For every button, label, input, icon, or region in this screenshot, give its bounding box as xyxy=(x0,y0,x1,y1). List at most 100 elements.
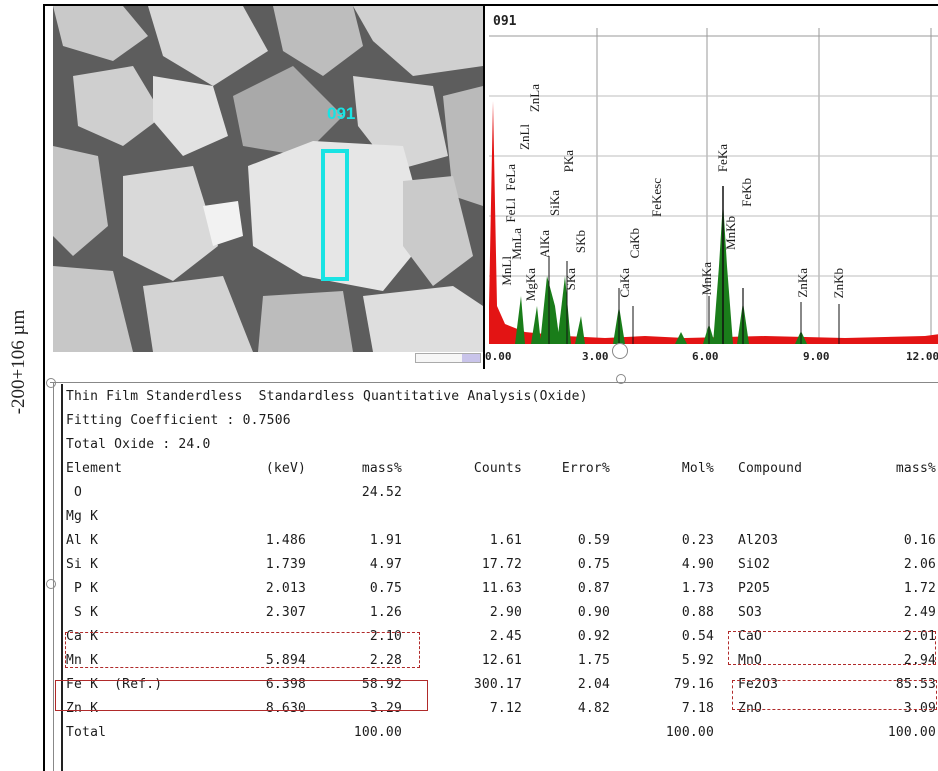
roi-rectangle[interactable] xyxy=(321,149,349,281)
cell-counts: 300.17 xyxy=(473,677,522,692)
cell-mol: 4.90 xyxy=(681,557,714,572)
cell-kev: 2.013 xyxy=(265,581,306,596)
table-row: O 24.52 xyxy=(66,482,938,506)
quantitative-analysis-table: Thin Film Standerdless Standardless Quan… xyxy=(66,386,938,746)
cell-kev: 1.739 xyxy=(265,557,306,572)
roi-label: 091 xyxy=(327,104,356,123)
cell-mass: 2.10 xyxy=(369,629,402,644)
cell-mass: 4.97 xyxy=(369,557,402,572)
cell-kev: 5.894 xyxy=(265,653,306,668)
col-header-kev: (keV) xyxy=(265,461,306,476)
cell-error: 1.75 xyxy=(577,653,610,668)
peak-label-fekesc: FeKesc xyxy=(649,178,664,217)
cell-element: Mg K xyxy=(66,509,99,524)
cell-compound-mass: 1.72 xyxy=(903,581,936,596)
cell-compound-mass: 100.00 xyxy=(887,725,936,740)
peak-label-fell: FeLl xyxy=(503,198,518,223)
cell-element: S K xyxy=(66,605,99,620)
cell-mol: 79.16 xyxy=(673,677,714,692)
peak-label-caka: CaKa xyxy=(617,268,632,298)
table-row: Si K 1.739 4.97 17.72 0.75 4.90 SiO2 2.06 xyxy=(66,554,938,578)
x-tick-label: 3.00 xyxy=(582,350,609,363)
cell-counts: 11.63 xyxy=(481,581,522,596)
frame-top-border xyxy=(43,4,938,6)
table-row: P K 2.013 0.75 11.63 0.87 1.73 P2O5 1.72 xyxy=(66,578,938,602)
cell-kev: 6.398 xyxy=(265,677,306,692)
peak-label-znkb: ZnKb xyxy=(831,268,846,299)
fitting-coefficient: Fitting Coefficient : 0.7506 xyxy=(66,413,291,428)
cell-error: 0.92 xyxy=(577,629,610,644)
cell-kev: 2.307 xyxy=(265,605,306,620)
cell-element: Mn K xyxy=(66,653,99,668)
cell-compound: SO3 xyxy=(738,605,763,620)
cell-error: 0.90 xyxy=(577,605,610,620)
cell-compound-mass: 0.16 xyxy=(903,533,936,548)
cell-mol: 1.73 xyxy=(681,581,714,596)
peak-label-skb: SKb xyxy=(573,230,588,254)
cell-element: Al K xyxy=(66,533,99,548)
peak-label-mnkb: MnKb xyxy=(723,216,738,250)
cell-compound: MnO xyxy=(738,653,763,668)
cell-counts: 2.45 xyxy=(489,629,522,644)
table-header-row: Element (keV) mass% Counts Error% Mol% C… xyxy=(66,458,938,482)
x-tick-label: 9.00 xyxy=(803,350,830,363)
cell-kev: 8.630 xyxy=(265,701,306,716)
cell-compound-mass: 3.09 xyxy=(903,701,936,716)
peak-label-feka: FeKa xyxy=(715,144,730,173)
x-tick-label: 0.00 xyxy=(485,350,512,363)
peak-label-znla: ZnLa xyxy=(527,84,542,113)
cell-counts: 2.90 xyxy=(489,605,522,620)
cell-counts: 1.61 xyxy=(489,533,522,548)
cell-mol: 100.00 xyxy=(665,725,714,740)
analysis-title: Thin Film Standerdless Standardless Quan… xyxy=(66,389,588,404)
peak-label-znll: ZnLl xyxy=(517,124,532,150)
resize-handle-left[interactable] xyxy=(46,579,56,589)
table-row: Al K 1.486 1.91 1.61 0.59 0.23 Al2O3 0.16 xyxy=(66,530,938,554)
cell-compound: ZnO xyxy=(738,701,763,716)
cell-compound-mass: 2.94 xyxy=(903,653,936,668)
peak-label-fekb: FeKb xyxy=(739,178,754,207)
table-row: Zn K 8.630 3.29 7.12 4.82 7.18 ZnO 3.09 xyxy=(66,698,938,722)
fitting-coefficient-line: Fitting Coefficient : 0.7506 xyxy=(66,410,938,434)
peak-label-alka: AlKa xyxy=(537,230,552,259)
cell-mass: 0.75 xyxy=(369,581,402,596)
table-row: Total 100.00 100.00 100.00 xyxy=(66,722,938,746)
cell-mass: 2.28 xyxy=(369,653,402,668)
peak-label-mgka: MgKa xyxy=(523,268,538,302)
resize-handle-top[interactable] xyxy=(616,374,626,384)
table-panel-inner-border xyxy=(61,384,63,771)
peak-label-pka: PKa xyxy=(561,150,576,173)
resize-handle-top-left[interactable] xyxy=(46,378,56,388)
eds-spectrum: 091 MnLl MnLa FeL xyxy=(483,6,938,369)
cell-mol: 0.54 xyxy=(681,629,714,644)
cell-compound: Al2O3 xyxy=(738,533,779,548)
cell-kev: 1.486 xyxy=(265,533,306,548)
cell-mass: 3.29 xyxy=(369,701,402,716)
analysis-title-line: Thin Film Standerdless Standardless Quan… xyxy=(66,386,938,410)
col-header-error: Error% xyxy=(561,461,610,476)
cell-compound: Fe2O3 xyxy=(738,677,779,692)
split-handle[interactable] xyxy=(612,343,628,359)
cell-compound-mass: 2.06 xyxy=(903,557,936,572)
cell-element: Ca K xyxy=(66,629,99,644)
cell-element: Zn K xyxy=(66,701,99,716)
col-header-element: Element xyxy=(66,461,123,476)
peak-label-mnla: MnLa xyxy=(509,228,524,260)
cell-error: 0.59 xyxy=(577,533,610,548)
peak-label-ska: SKa xyxy=(563,268,578,291)
cell-compound-mass: 85.53 xyxy=(895,677,936,692)
col-header-counts: Counts xyxy=(473,461,522,476)
table-row: Mg K xyxy=(66,506,938,530)
total-oxide: Total Oxide : 24.0 xyxy=(66,437,211,452)
cell-element: O xyxy=(66,485,83,500)
table-row: S K 2.307 1.26 2.90 0.90 0.88 SO3 2.49 xyxy=(66,602,938,626)
cell-mass: 1.26 xyxy=(369,605,402,620)
cell-mass: 1.91 xyxy=(369,533,402,548)
cell-compound-mass: 2.01 xyxy=(903,629,936,644)
cell-compound: CaO xyxy=(738,629,763,644)
table-row: Ca K 2.10 2.45 0.92 0.54 CaO 2.01 xyxy=(66,626,938,650)
cell-element: Fe K (Ref.) xyxy=(66,677,163,692)
peak-label-cakb: CaKb xyxy=(627,228,642,259)
cell-compound: P2O5 xyxy=(738,581,771,596)
cell-counts: 12.61 xyxy=(481,653,522,668)
